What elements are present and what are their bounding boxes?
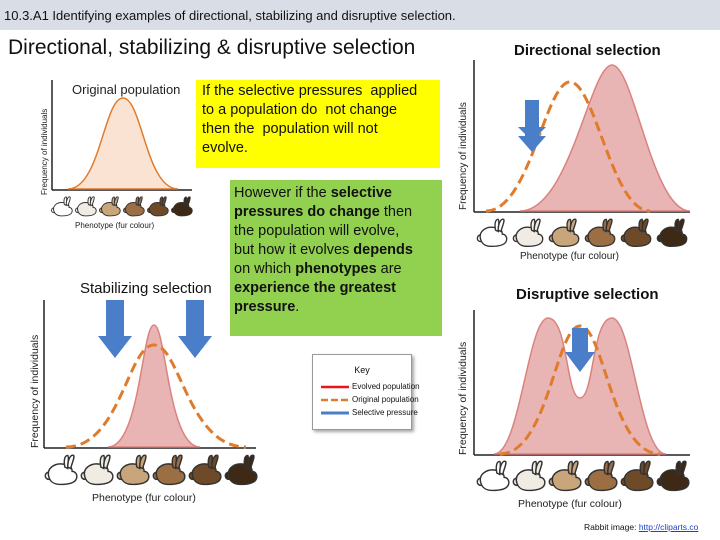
legend-item-original: Original population xyxy=(321,395,419,404)
rabbit-icon xyxy=(147,196,169,217)
directional-original-curve xyxy=(485,80,651,213)
rabbit-icon xyxy=(656,460,690,492)
original-ylabel: Frequency of individuals xyxy=(40,109,49,195)
rabbit-icon xyxy=(620,218,652,248)
rabbit-row-original xyxy=(51,196,193,217)
rabbit-icon xyxy=(476,460,510,492)
rabbit-icon xyxy=(116,454,150,486)
stabilizing-xlabel: Phenotype (fur colour) xyxy=(92,492,196,504)
directional-panel xyxy=(473,60,691,213)
rabbit-icon xyxy=(224,454,258,486)
rabbit-icon xyxy=(584,218,616,248)
rabbit-row-directional xyxy=(476,218,688,248)
rabbit-icon xyxy=(44,454,78,486)
stabilizing-evolved-curve xyxy=(107,324,201,448)
stabilizing-right-arrow-head xyxy=(178,336,212,358)
rabbit-icon xyxy=(512,218,544,248)
directional-ylabel: Frequency of individuals xyxy=(458,102,469,210)
no-change-text: If the selective pressures applied to a … xyxy=(202,83,418,156)
rabbit-icon xyxy=(620,460,654,492)
disruptive-ylabel: Frequency of individuals xyxy=(457,342,469,455)
credit-link[interactable]: http://cliparts.co xyxy=(638,522,699,532)
rabbit-icon xyxy=(512,460,546,492)
disruptive-title: Disruptive selection xyxy=(516,286,659,303)
page-title: Directional, stabilizing & disruptive se… xyxy=(8,36,416,59)
banner-title: 10.3.A1 Identifying examples of directio… xyxy=(4,8,456,23)
rabbit-icon xyxy=(75,196,97,217)
no-change-note: If the selective pressures applied to a … xyxy=(196,80,440,168)
change-note: However if the selective pressures do ch… xyxy=(230,180,442,336)
rabbit-icon xyxy=(152,454,186,486)
disruptive-pressure-arrow-head xyxy=(565,352,595,372)
rabbit-row-disruptive xyxy=(476,460,690,492)
rabbit-icon xyxy=(548,218,580,248)
rabbit-icon xyxy=(548,460,582,492)
rabbit-icon xyxy=(171,196,193,217)
original-panel xyxy=(51,80,192,191)
stabilizing-panel xyxy=(43,300,256,449)
disruptive-original-curve xyxy=(499,324,661,456)
disruptive-panel xyxy=(473,310,690,456)
directional-xlabel: Phenotype (fur colour) xyxy=(520,251,619,262)
rabbit-icon xyxy=(99,196,121,217)
legend-item-evolved: Evolved population xyxy=(321,382,420,391)
legend-item-pressure: Selective pressure xyxy=(321,408,418,417)
original-population-label: Original population xyxy=(72,82,181,97)
rabbit-icon xyxy=(80,454,114,486)
original-curve xyxy=(67,97,179,190)
stabilizing-right-arrow-shaft xyxy=(186,300,204,340)
rabbit-icon xyxy=(51,196,73,217)
stabilizing-original-curve xyxy=(65,343,247,449)
rabbit-icon xyxy=(584,460,618,492)
disruptive-xlabel: Phenotype (fur colour) xyxy=(518,498,622,510)
rabbit-row-stabilizing xyxy=(44,454,258,486)
original-xlabel: Phenotype (fur colour) xyxy=(75,221,155,230)
rabbit-icon xyxy=(123,196,145,217)
change-text: However if the selective pressures do ch… xyxy=(234,185,413,315)
image-credit: Rabbit image: http://cliparts.co xyxy=(584,522,699,532)
disruptive-pressure-arrow-shaft xyxy=(572,328,588,354)
directional-evolved-curve xyxy=(519,64,691,212)
directional-title: Directional selection xyxy=(514,42,661,59)
stabilizing-left-arrow-shaft xyxy=(106,300,124,340)
legend: Key Evolved population Original populati… xyxy=(312,354,420,430)
legend-title: Key xyxy=(354,365,370,375)
rabbit-icon xyxy=(656,218,688,248)
top-banner: 10.3.A1 Identifying examples of directio… xyxy=(0,0,720,30)
stabilizing-ylabel: Frequency of individuals xyxy=(29,335,41,448)
stabilizing-title: Stabilizing selection xyxy=(80,280,212,297)
rabbit-icon xyxy=(476,218,508,248)
rabbit-icon xyxy=(188,454,222,486)
stabilizing-left-arrow-head xyxy=(98,336,132,358)
